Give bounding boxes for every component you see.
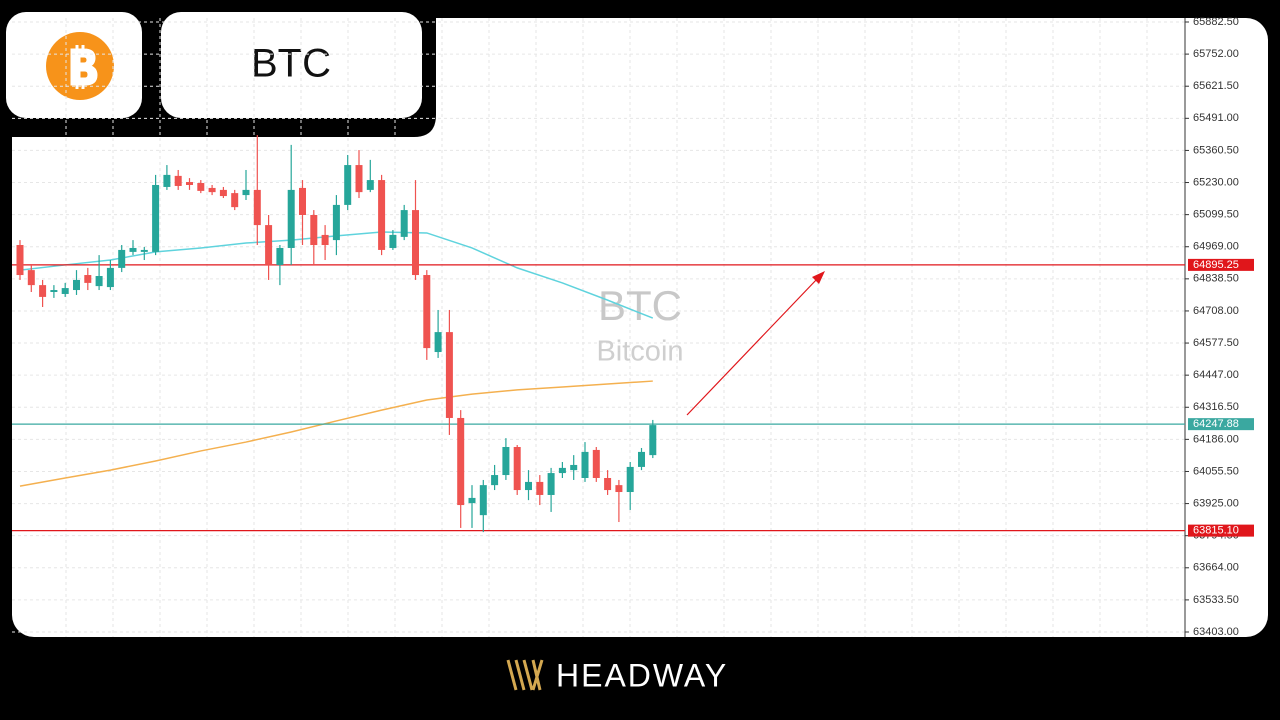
candle-body xyxy=(570,464,578,471)
brand-logo: HEADWAY xyxy=(506,657,728,693)
y-tick-label: 63533.50 xyxy=(1193,594,1239,606)
y-tick-label: 64316.50 xyxy=(1193,401,1239,413)
y-tick-label: 65230.00 xyxy=(1193,176,1239,188)
y-tick-label: 65360.50 xyxy=(1193,144,1239,156)
candle-body xyxy=(468,497,476,504)
candle-body xyxy=(615,485,623,493)
candle-body xyxy=(321,234,329,246)
candle-body xyxy=(558,467,566,474)
candle-body xyxy=(163,174,171,187)
candle-body xyxy=(174,175,182,186)
candle-body xyxy=(592,449,600,478)
y-tick-label: 65621.50 xyxy=(1193,80,1239,92)
title-box xyxy=(161,12,422,118)
candle-body xyxy=(73,279,80,291)
y-tick-label: 64186.00 xyxy=(1193,433,1239,445)
candle-body xyxy=(242,189,250,196)
candle-body xyxy=(536,481,544,495)
ma-line xyxy=(19,380,653,487)
candle-body xyxy=(186,182,193,185)
candle-body xyxy=(434,332,442,353)
candle-body xyxy=(27,270,35,286)
candle-body xyxy=(344,165,352,205)
candle-body xyxy=(604,477,612,491)
price-label-box xyxy=(1188,418,1254,431)
candle-body xyxy=(106,267,114,288)
y-tick-label: 64577.50 xyxy=(1193,337,1239,349)
candle-body xyxy=(638,451,645,467)
chart-panel xyxy=(12,18,1268,637)
candle-body xyxy=(208,187,216,193)
candle-body xyxy=(366,180,374,190)
y-tick-label: 65491.00 xyxy=(1193,112,1239,124)
bitcoin-glyph xyxy=(70,45,98,89)
watermark-symbol: BTC xyxy=(598,282,682,329)
candle-body xyxy=(95,276,103,287)
candle-body xyxy=(265,225,273,265)
candle-body xyxy=(50,290,58,293)
candle-body xyxy=(502,446,510,476)
candle-body xyxy=(626,466,634,493)
candle-body xyxy=(547,473,555,495)
y-tick-label: 63403.00 xyxy=(1193,626,1239,638)
y-tick-label: 64447.00 xyxy=(1193,369,1239,381)
candle-body xyxy=(16,245,24,276)
arrow-head xyxy=(812,271,825,284)
y-tick-label: 65752.00 xyxy=(1193,48,1239,60)
candle-body xyxy=(197,183,205,191)
candle-body xyxy=(276,247,284,265)
candle-body xyxy=(513,446,521,491)
candle-body xyxy=(310,215,318,246)
candle-body xyxy=(581,451,589,478)
candle-body xyxy=(457,417,465,506)
y-tick-label: 63925.00 xyxy=(1193,497,1239,509)
brand-mark xyxy=(506,659,544,691)
y-tick-label: 65882.50 xyxy=(1193,16,1239,28)
price-label-box xyxy=(1188,258,1254,271)
candle-body xyxy=(412,210,419,276)
plot: 65882.50 65752.00 65621.50 65491.00 65360.50… xyxy=(12,16,1254,638)
y-tick-label: 64969.00 xyxy=(1193,241,1239,253)
candle-body xyxy=(253,189,261,226)
price-label: 64247.88 xyxy=(1193,418,1239,430)
candle-body xyxy=(61,288,69,294)
header-title: BTC xyxy=(251,42,331,86)
price-label: 63815.10 xyxy=(1193,525,1239,537)
candle-body xyxy=(649,425,657,456)
candle-body xyxy=(152,184,160,252)
watermark-name: Bitcoin xyxy=(596,336,683,368)
candle-body xyxy=(129,247,137,252)
y-tick-label: 64708.00 xyxy=(1193,305,1239,317)
candle-body xyxy=(84,275,92,283)
candle-body xyxy=(389,234,397,248)
y-tick-label: 64055.50 xyxy=(1193,465,1239,477)
y-tick-label: 64838.50 xyxy=(1193,273,1239,285)
brand-name: HEADWAY xyxy=(556,657,728,693)
candle-body xyxy=(525,481,532,491)
candle-body xyxy=(423,275,431,349)
candle-body xyxy=(299,187,306,216)
candle-body xyxy=(219,189,227,197)
candle-body xyxy=(355,165,363,193)
price-label-box xyxy=(1188,524,1254,537)
candle-body xyxy=(39,285,47,297)
candle-body xyxy=(287,189,295,248)
price-label: 64895.25 xyxy=(1193,259,1239,271)
candle-body xyxy=(332,204,340,241)
y-tick-label: 65099.50 xyxy=(1193,209,1239,221)
candle-body xyxy=(378,180,386,250)
y-tick-label: 63664.00 xyxy=(1193,562,1239,574)
candle-body xyxy=(231,193,239,208)
candle-body xyxy=(479,485,487,516)
candle-body xyxy=(491,475,499,486)
arrow-line xyxy=(686,277,819,416)
candle-body xyxy=(118,249,126,268)
candle-body xyxy=(400,210,408,237)
candle-body xyxy=(140,249,148,252)
candle-body xyxy=(445,332,453,418)
